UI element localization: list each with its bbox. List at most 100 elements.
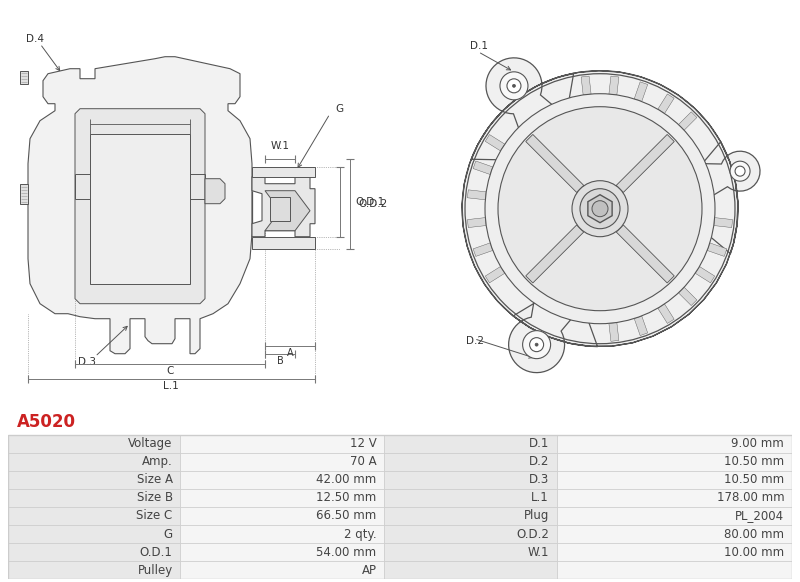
Bar [384,435,557,453]
Text: D.1: D.1 [529,438,549,450]
Text: 178.00 mm: 178.00 mm [717,491,784,505]
Bar [181,453,384,471]
Text: O.D.2: O.D.2 [358,198,387,209]
Text: 10.50 mm: 10.50 mm [724,473,784,487]
Polygon shape [252,177,315,237]
Polygon shape [467,190,486,200]
Polygon shape [714,218,733,228]
Text: Amp.: Amp. [142,455,173,469]
Polygon shape [695,267,714,283]
Text: C: C [166,365,174,376]
Text: O.D.1: O.D.1 [355,197,384,207]
Circle shape [500,72,528,100]
Polygon shape [581,76,591,95]
Circle shape [530,338,544,352]
Circle shape [507,79,521,93]
Circle shape [572,180,628,237]
Text: O.D.2: O.D.2 [516,527,549,541]
Text: AP: AP [362,563,377,577]
Text: G: G [163,527,173,541]
Polygon shape [265,191,310,230]
Bar [557,471,792,489]
Text: 12.50 mm: 12.50 mm [316,491,377,505]
Text: PL_2004: PL_2004 [735,509,784,523]
Bar [8,507,181,525]
Bar [557,453,792,471]
Bar [384,543,557,561]
Bar [557,435,792,453]
Text: 80.00 mm: 80.00 mm [724,527,784,541]
Polygon shape [616,134,674,193]
Bar [90,134,190,283]
Circle shape [470,79,730,339]
Bar [181,525,384,543]
Bar [384,489,557,507]
Bar [384,453,557,471]
Circle shape [730,161,750,181]
Polygon shape [20,184,28,204]
Polygon shape [616,225,674,283]
Text: Size B: Size B [137,491,173,505]
Text: 10.50 mm: 10.50 mm [724,455,784,469]
Polygon shape [707,243,727,257]
Bar [384,471,557,489]
Polygon shape [526,134,584,193]
Polygon shape [634,82,648,101]
Text: D.2: D.2 [466,336,484,346]
Bar [181,561,384,579]
Bar [8,489,181,507]
Bar [181,507,384,525]
Polygon shape [486,267,505,283]
Text: G: G [335,104,343,113]
Bar [384,561,557,579]
Text: Size A: Size A [137,473,173,487]
Polygon shape [678,112,697,130]
Bar [8,435,792,579]
Text: 42.00 mm: 42.00 mm [316,473,377,487]
Text: D.2: D.2 [529,455,549,469]
Text: Plug: Plug [523,509,549,523]
Polygon shape [20,70,28,84]
Polygon shape [205,179,225,204]
Polygon shape [609,76,619,95]
Text: 54.00 mm: 54.00 mm [316,545,377,559]
Bar [557,561,792,579]
Circle shape [498,107,702,311]
Polygon shape [28,56,252,354]
Text: W.1: W.1 [527,545,549,559]
Polygon shape [609,322,619,341]
Text: 66.50 mm: 66.50 mm [316,509,377,523]
Text: 2 qty.: 2 qty. [344,527,377,541]
Polygon shape [467,218,486,228]
Bar [557,507,792,525]
Text: 9.00 mm: 9.00 mm [731,438,784,450]
Circle shape [522,331,550,359]
Polygon shape [473,161,493,175]
Bar [181,489,384,507]
Bar [181,543,384,561]
Circle shape [535,343,538,346]
Polygon shape [658,94,674,113]
Text: W.1: W.1 [270,141,290,151]
Bar [557,525,792,543]
Circle shape [580,189,620,229]
Polygon shape [526,225,584,283]
Circle shape [485,94,715,324]
Text: L.1: L.1 [163,381,179,391]
Bar [8,471,181,489]
Polygon shape [588,195,612,223]
Text: D.3: D.3 [78,357,96,367]
Polygon shape [462,58,760,372]
Polygon shape [75,109,205,304]
Polygon shape [473,243,493,257]
Text: Voltage: Voltage [128,438,173,450]
Polygon shape [252,166,315,177]
Polygon shape [634,316,648,336]
Polygon shape [678,287,697,306]
Bar [8,435,181,453]
Bar [8,543,181,561]
Text: 10.00 mm: 10.00 mm [724,545,784,559]
Text: A: A [286,347,294,358]
Text: D.4: D.4 [26,34,44,44]
Text: Size C: Size C [136,509,173,523]
